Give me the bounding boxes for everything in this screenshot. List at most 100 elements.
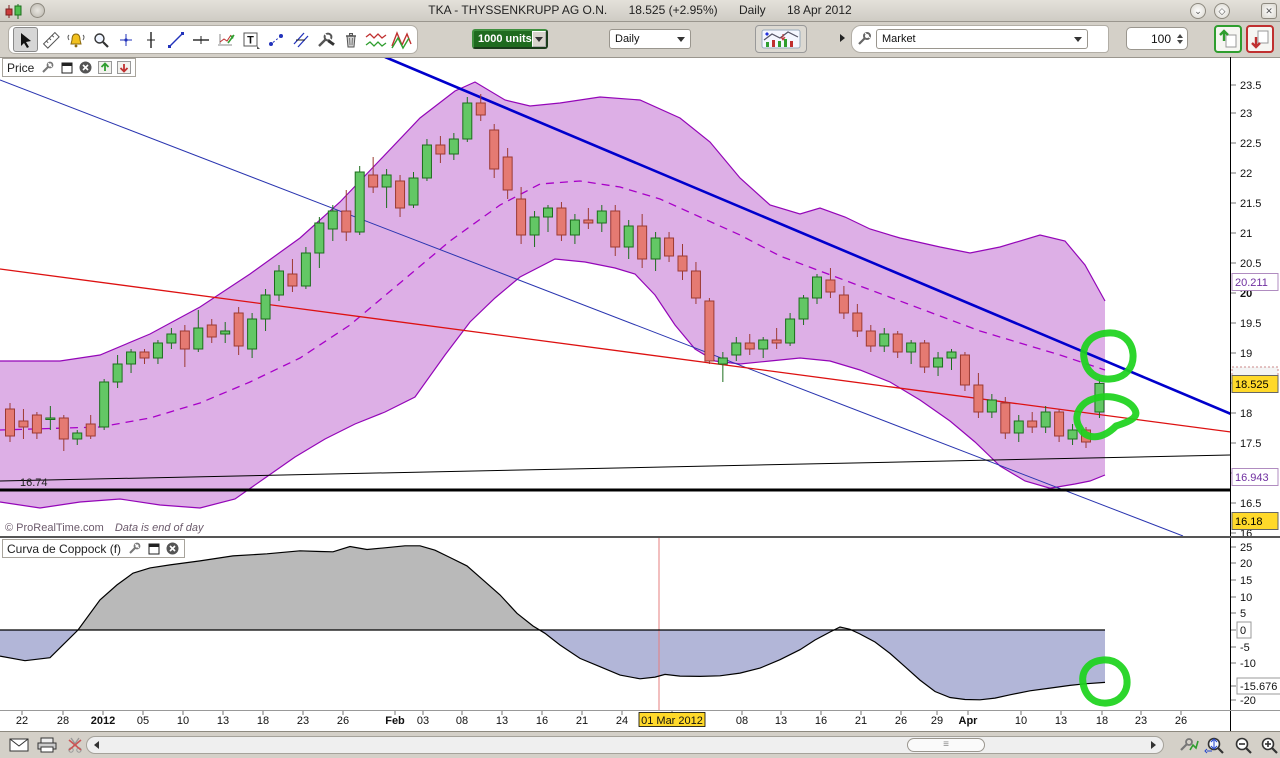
svg-text:25: 25	[1240, 542, 1252, 554]
order-type-value: Market	[882, 33, 916, 45]
scroll-left-arrow[interactable]	[89, 738, 104, 752]
price-axis-strip	[1230, 57, 1280, 731]
forecast-tool-button[interactable]	[213, 27, 238, 52]
price-settings-wrench-icon[interactable]	[40, 61, 55, 75]
title-period: Daily	[738, 3, 766, 17]
bollinger-upper	[0, 81, 1106, 362]
coppock-positive-area	[0, 545, 1105, 630]
svg-text:21: 21	[855, 715, 867, 727]
horizontal-scrollbar[interactable]: ≡	[86, 736, 1164, 754]
zoom-tool-button[interactable]	[88, 27, 113, 52]
coppock-line	[0, 545, 1106, 701]
order-type-dropdown[interactable]: Market	[876, 29, 1088, 49]
zoom-out-icon[interactable]	[1232, 735, 1254, 755]
title-symbol: TKA - THYSSENKRUPP AG O.N.	[428, 3, 608, 17]
detach-window-button[interactable]: ◇	[1214, 3, 1230, 19]
svg-text:Feb: Feb	[385, 715, 405, 727]
price-move-up-icon[interactable]	[97, 61, 112, 75]
select-tool-button[interactable]	[13, 27, 38, 52]
svg-text:10: 10	[1015, 715, 1027, 727]
indicator-panel-title: Curva de Coppock (f)	[7, 541, 122, 556]
svg-text:16.943: 16.943	[1235, 472, 1269, 484]
support-rising	[0, 454, 1230, 482]
svg-text:01 Mar 2012: 01 Mar 2012	[641, 715, 703, 727]
parallel-lines-tool-button[interactable]	[288, 27, 313, 52]
units-dropdown[interactable]: 1000 units	[472, 29, 548, 49]
svg-text:26: 26	[337, 715, 349, 727]
close-window-button[interactable]: ✕	[1261, 3, 1277, 19]
highlight-circle-candle	[1073, 393, 1140, 441]
trend-line-tool-button[interactable]	[163, 27, 188, 52]
quantity-spinner[interactable]: 100	[1126, 27, 1188, 50]
scroll-right-arrow[interactable]	[1146, 738, 1161, 752]
indicator-window-icon[interactable]	[146, 542, 161, 556]
price-close-icon[interactable]	[78, 61, 93, 75]
zoom-fit-icon[interactable]	[1204, 735, 1226, 755]
delete-tool-button[interactable]	[338, 27, 363, 52]
svg-text:0: 0	[1240, 625, 1246, 637]
chart-style-button[interactable]	[755, 25, 807, 53]
quantity-spin-arrows[interactable]	[1175, 33, 1187, 44]
measure-tool-button[interactable]	[38, 27, 63, 52]
svg-text:24: 24	[616, 715, 628, 727]
price-panel-title: Price	[7, 60, 35, 75]
indicator-settings-wrench-icon[interactable]	[127, 542, 142, 556]
svg-text:-15.676: -15.676	[1240, 681, 1277, 693]
svg-text:22: 22	[16, 715, 28, 727]
svg-text:19.5: 19.5	[1240, 318, 1261, 330]
timeframe-value: Daily	[615, 33, 640, 45]
indicator-close-icon[interactable]	[165, 542, 180, 556]
app-menu-button[interactable]	[30, 3, 45, 18]
vertical-line-tool-button[interactable]	[138, 27, 163, 52]
candles	[5, 94, 1105, 451]
print-icon[interactable]	[36, 735, 58, 755]
main-toolbar: T 1000 units Daily	[0, 22, 1280, 57]
email-icon[interactable]	[8, 735, 30, 755]
svg-text:29: 29	[931, 715, 943, 727]
units-value: 1000 units	[478, 33, 532, 45]
scrollbar-thumb[interactable]: ≡	[907, 738, 985, 752]
zigzag-pattern-tool-button[interactable]	[363, 27, 388, 52]
svg-text:21: 21	[1240, 228, 1252, 240]
svg-text:22.5: 22.5	[1240, 138, 1261, 150]
horizontal-line-tool-button[interactable]	[188, 27, 213, 52]
chart-settings-icon[interactable]	[1178, 735, 1200, 755]
buy-order-button[interactable]	[1214, 25, 1242, 53]
collapse-order-panel-arrow[interactable]	[840, 34, 845, 42]
units-dropdown-arrow[interactable]	[532, 31, 546, 47]
price-move-down-icon[interactable]	[116, 61, 131, 75]
svg-text:-20: -20	[1240, 695, 1256, 707]
svg-text:16: 16	[815, 715, 827, 727]
alert-tool-button[interactable]	[63, 27, 88, 52]
svg-text:23: 23	[297, 715, 309, 727]
downtrend-major	[384, 57, 1230, 415]
cut-disabled-icon[interactable]	[64, 735, 86, 755]
svg-text:13: 13	[775, 715, 787, 727]
collapse-window-button[interactable]: ⌄	[1190, 3, 1206, 19]
svg-text:5: 5	[1240, 608, 1246, 620]
sell-order-button[interactable]	[1246, 25, 1274, 53]
price-axis: 23.52322.52221.52120.52019.51918.51817.5…	[1231, 80, 1279, 540]
settings-tools-button[interactable]	[313, 27, 338, 52]
point-tool-button[interactable]	[113, 27, 138, 52]
svg-text:21.5: 21.5	[1240, 198, 1261, 210]
svg-text:13: 13	[217, 715, 229, 727]
svg-text:05: 05	[137, 715, 149, 727]
svg-text:16: 16	[536, 715, 548, 727]
title-bar: TKA - THYSSENKRUPP AG O.N. 18.525 (+2.95…	[0, 0, 1280, 22]
svg-text:18: 18	[1096, 715, 1108, 727]
timeframe-dropdown[interactable]: Daily	[609, 29, 691, 49]
provider-watermark: © ProRealTime.com Data is end of day	[5, 522, 204, 534]
price-window-icon[interactable]	[59, 61, 74, 75]
svg-text:23.5: 23.5	[1240, 80, 1261, 92]
zigzag-pattern-large-tool-button[interactable]	[388, 27, 413, 52]
order-settings-wrench-icon[interactable]	[856, 31, 872, 47]
date-axis: 22 28 2012 05 10 13 18 23 26 Feb 03 08 13 16 21 24 01 Ma…	[16, 711, 1187, 727]
text-tool-button[interactable]: T	[238, 27, 263, 52]
candlestick-logo-icon	[5, 4, 22, 19]
zoom-in-icon[interactable]	[1258, 735, 1280, 755]
annotations	[1073, 329, 1140, 707]
channel-tool-button[interactable]	[263, 27, 288, 52]
coppock-indicator	[0, 538, 1106, 710]
price-chart-svg[interactable]: 16.7423.52322.52221.52120.52019.51918.51…	[0, 57, 1280, 731]
